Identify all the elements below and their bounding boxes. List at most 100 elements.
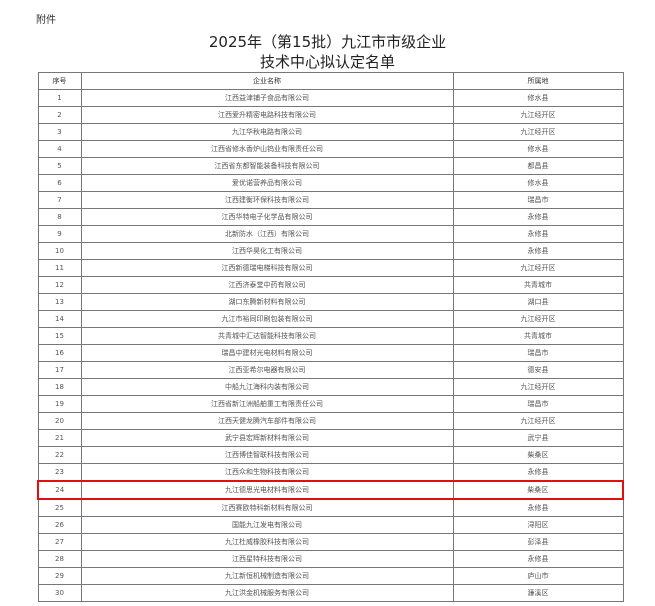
region: 共青城市 bbox=[452, 276, 624, 294]
row-index: 19 bbox=[37, 395, 82, 413]
company-name: 江西爱升精密电路科技有限公司 bbox=[80, 106, 454, 124]
company-name: 江西省东都智能装备科技有限公司 bbox=[80, 157, 454, 175]
region: 修水县 bbox=[452, 140, 624, 158]
table-row: 8 江西华特电子化学品有限公司 永修县 bbox=[37, 208, 624, 226]
region: 浔阳区 bbox=[452, 516, 624, 534]
table-row: 20 江西天健龙腾汽车部件有限公司 九江经开区 bbox=[37, 412, 624, 430]
region: 庐山市 bbox=[452, 567, 624, 585]
region: 永修县 bbox=[452, 550, 624, 568]
row-index: 7 bbox=[37, 191, 82, 209]
row-index: 6 bbox=[37, 174, 82, 192]
region: 九江经开区 bbox=[452, 123, 624, 141]
row-index: 24 bbox=[37, 480, 82, 500]
row-index: 30 bbox=[37, 584, 82, 602]
row-index: 15 bbox=[37, 327, 82, 345]
row-index: 22 bbox=[37, 446, 82, 464]
region: 湖口县 bbox=[452, 293, 624, 311]
company-name: 瑞昌中建材光电材料有限公司 bbox=[80, 344, 454, 362]
region: 永修县 bbox=[452, 225, 624, 243]
company-name: 武宁县宏辉新材料有限公司 bbox=[80, 429, 454, 447]
company-name: 江西省修水香炉山钨业有限责任公司 bbox=[80, 140, 454, 158]
company-name: 江西济泰堂中药有限公司 bbox=[80, 276, 454, 294]
header-company: 企业名称 bbox=[80, 72, 454, 90]
table-row: 11 江西新德瑞电梯科技有限公司 九江经开区 bbox=[37, 259, 624, 277]
table-row: 14 九江市裕同印刷包装有限公司 九江经开区 bbox=[37, 310, 624, 328]
row-index: 29 bbox=[37, 567, 82, 585]
table-row: 21 武宁县宏辉新材料有限公司 武宁县 bbox=[37, 429, 624, 447]
region: 永修县 bbox=[452, 463, 624, 482]
row-index: 13 bbox=[37, 293, 82, 311]
region: 彭泽县 bbox=[452, 533, 624, 551]
region: 修水县 bbox=[452, 89, 624, 107]
company-name: 九江新恒机械制造有限公司 bbox=[80, 567, 454, 585]
attachment-label: 附件 bbox=[36, 15, 56, 26]
table-row: 12 江西济泰堂中药有限公司 共青城市 bbox=[37, 276, 624, 294]
region: 都昌县 bbox=[452, 157, 624, 175]
company-name: 九江洪金机械服务有限公司 bbox=[80, 584, 454, 602]
company-name: 江西众和生物科技有限公司 bbox=[80, 463, 454, 482]
region: 永修县 bbox=[452, 242, 624, 260]
region: 柴桑区 bbox=[452, 446, 624, 464]
company-name: 江西华昊化工有限公司 bbox=[80, 242, 454, 260]
document-title-line2: 技术中心拟认定名单 bbox=[259, 53, 395, 71]
row-index: 1 bbox=[37, 89, 82, 107]
company-name: 江西赛欧特科新材料有限公司 bbox=[80, 498, 454, 517]
row-index: 12 bbox=[37, 276, 82, 294]
company-name: 九江杜威橡胶科技有限公司 bbox=[80, 533, 454, 551]
region: 瑞昌市 bbox=[452, 191, 624, 209]
company-name: 江西益津铺子食品有限公司 bbox=[80, 89, 454, 107]
region: 瑞昌市 bbox=[452, 344, 624, 362]
table-row: 15 共青城中汇达智能科技有限公司 共青城市 bbox=[37, 327, 624, 345]
table-row: 17 江西亚希尔电器有限公司 德安县 bbox=[37, 361, 624, 379]
table-row: 7 江西建衡环保科技有限公司 瑞昌市 bbox=[37, 191, 624, 209]
header-index: 序号 bbox=[37, 72, 82, 90]
region: 九江经开区 bbox=[452, 378, 624, 396]
company-name: 江西新德瑞电梯科技有限公司 bbox=[80, 259, 454, 277]
row-index: 5 bbox=[37, 157, 82, 175]
row-index: 4 bbox=[37, 140, 82, 158]
company-name: 九江华秋电路有限公司 bbox=[80, 123, 454, 141]
row-index: 2 bbox=[37, 106, 82, 124]
row-index: 16 bbox=[37, 344, 82, 362]
row-index: 23 bbox=[37, 463, 82, 482]
region: 修水县 bbox=[452, 174, 624, 192]
company-name: 国能九江发电有限公司 bbox=[80, 516, 454, 534]
company-name: 江西博佳智联科技有限公司 bbox=[80, 446, 454, 464]
table-row: 29 九江新恒机械制造有限公司 庐山市 bbox=[37, 567, 624, 585]
table-row: 1 江西益津铺子食品有限公司 修水县 bbox=[37, 89, 624, 107]
company-name: 湖口东腾新材料有限公司 bbox=[80, 293, 454, 311]
table-row: 13 湖口东腾新材料有限公司 湖口县 bbox=[37, 293, 624, 311]
header-region: 所属地 bbox=[452, 72, 624, 90]
region: 德安县 bbox=[452, 361, 624, 379]
table-row: 3 九江华秋电路有限公司 九江经开区 bbox=[37, 123, 624, 141]
region: 永修县 bbox=[452, 208, 624, 226]
region: 九江经开区 bbox=[452, 106, 624, 124]
region: 永修县 bbox=[452, 498, 624, 517]
company-name: 江西省新江洲船舶重工有限责任公司 bbox=[80, 395, 454, 413]
region: 九江经开区 bbox=[452, 259, 624, 277]
table-row: 9 北新防水（江西）有限公司 永修县 bbox=[37, 225, 624, 243]
row-index: 14 bbox=[37, 310, 82, 328]
table-row: 23 江西众和生物科技有限公司 永修县 bbox=[37, 463, 624, 482]
company-name: 共青城中汇达智能科技有限公司 bbox=[80, 327, 454, 345]
company-name: 江西亚希尔电器有限公司 bbox=[80, 361, 454, 379]
row-index: 21 bbox=[37, 429, 82, 447]
row-index: 26 bbox=[37, 516, 82, 534]
table-row: 28 江西星特科技有限公司 永修县 bbox=[37, 550, 624, 568]
region: 柴桑区 bbox=[452, 480, 624, 500]
table-row: 4 江西省修水香炉山钨业有限责任公司 修水县 bbox=[37, 140, 624, 158]
table-row: 26 国能九江发电有限公司 浔阳区 bbox=[37, 516, 624, 534]
row-index: 3 bbox=[37, 123, 82, 141]
company-name: 江西华特电子化学品有限公司 bbox=[80, 208, 454, 226]
table-row: 25 江西赛欧特科新材料有限公司 永修县 bbox=[37, 498, 624, 517]
row-index: 25 bbox=[37, 498, 82, 517]
company-name: 九江市裕同印刷包装有限公司 bbox=[80, 310, 454, 328]
table-row: 19 江西省新江洲船舶重工有限责任公司 瑞昌市 bbox=[37, 395, 624, 413]
table-row: 24 九江德思光电材料有限公司 柴桑区 bbox=[37, 480, 624, 500]
row-index: 10 bbox=[37, 242, 82, 260]
company-name: 江西建衡环保科技有限公司 bbox=[80, 191, 454, 209]
row-index: 27 bbox=[37, 533, 82, 551]
company-name: 江西星特科技有限公司 bbox=[80, 550, 454, 568]
table-row: 27 九江杜威橡胶科技有限公司 彭泽县 bbox=[37, 533, 624, 551]
region: 瑞昌市 bbox=[452, 395, 624, 413]
